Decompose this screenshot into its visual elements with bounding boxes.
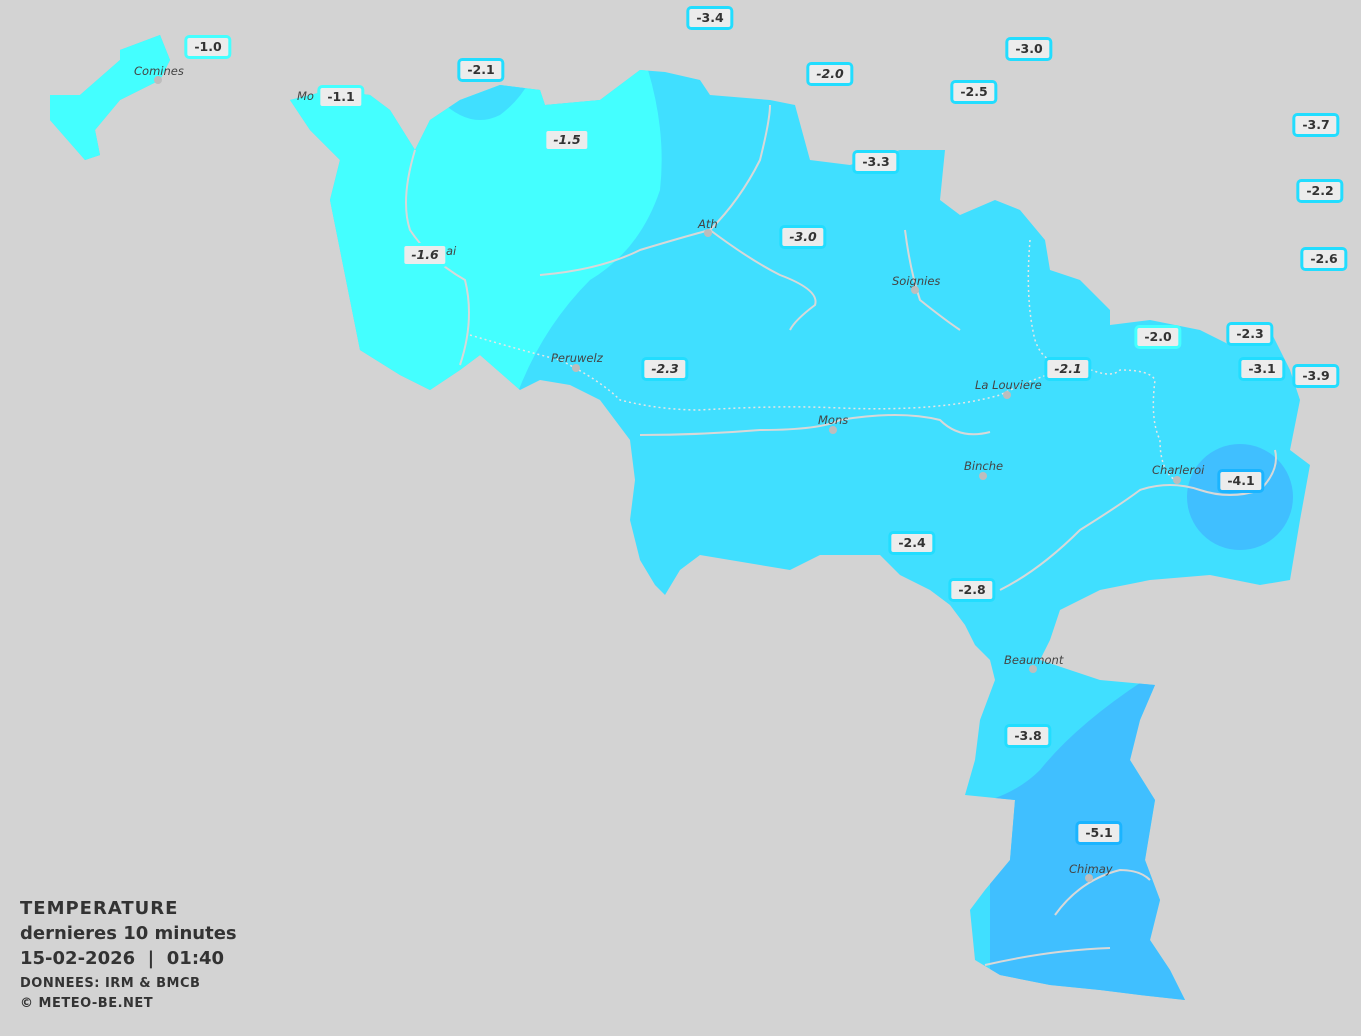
station-temperature-label: -3.9 [1292,364,1340,388]
station-temperature-label: -3.1 [1238,357,1286,381]
city-label: Beaumont [1004,653,1064,667]
city-label: Peruwelz [551,351,603,365]
station-temperature-label: -2.3 [1226,322,1274,346]
city-marker-icon [911,286,919,294]
city-label: ai [446,244,457,258]
city-label: Comines [134,64,184,78]
city-marker-icon [1029,665,1037,673]
city-label: Mons [818,413,849,427]
station-temperature-label: -2.6 [1300,247,1348,271]
station-temperature-label: -2.1 [457,58,505,82]
city-label: Ath [698,217,718,231]
legend-copyright: © METEO-BE.NET [20,996,154,1011]
city-label: Binche [964,459,1004,473]
legend-title: TEMPERATURE [20,898,179,919]
legend: TEMPERATURE dernieres 10 minutes 15-02-2… [20,896,237,1014]
station-temperature-label: -2.3 [641,357,689,381]
legend-datetime: 15-02-2026 | 01:40 [20,948,225,969]
city-marker-icon [572,364,580,372]
city-label: Mo [297,89,314,103]
borders [469,239,1176,481]
station-temperature-label: -5.1 [1075,821,1123,845]
station-temperature-label: -2.0 [1134,325,1182,349]
station-temperature-label: -3.7 [1292,113,1340,137]
station-temperature-label: -4.1 [1217,469,1265,493]
city-marker-icon [829,426,837,434]
station-temperature-label: -2.2 [1296,179,1344,203]
station-temperature-label: -1.1 [317,85,365,109]
station-temperature-label: -3.8 [1004,724,1052,748]
station-temperature-label: -2.1 [1044,357,1092,381]
city-marker-icon [1003,391,1011,399]
station-temperature-label: -2.5 [950,80,998,104]
station-temperature-label: -1.6 [401,243,449,267]
station-temperature-label: -2.8 [948,578,996,602]
station-temperature-label: -3.0 [1005,37,1053,61]
legend-source: DONNEES: IRM & BMCB [20,976,201,991]
station-temperature-label: -2.4 [888,531,936,555]
city-label: Soignies [892,274,941,288]
station-temperature-label: -2.0 [806,62,854,86]
city-marker-icon [1173,476,1181,484]
zone-minus1 [50,35,662,1000]
city-marker-icon [704,229,712,237]
city-marker-icon [979,472,987,480]
legend-period: dernieres 10 minutes [20,923,237,944]
station-temperature-label: -3.3 [852,150,900,174]
city-marker-icon [1085,874,1093,882]
zone-minus4-charleroi [1187,444,1293,550]
city-label: Charleroi [1152,463,1205,477]
station-temperature-label: -1.0 [184,35,232,59]
city-marker-icon [154,76,162,84]
city-label: La Louviere [975,378,1042,392]
station-temperature-label: -3.0 [779,225,827,249]
station-temperature-label: -1.5 [543,128,591,152]
station-temperature-label: -3.4 [686,6,734,30]
city-label: Chimay [1069,862,1113,876]
